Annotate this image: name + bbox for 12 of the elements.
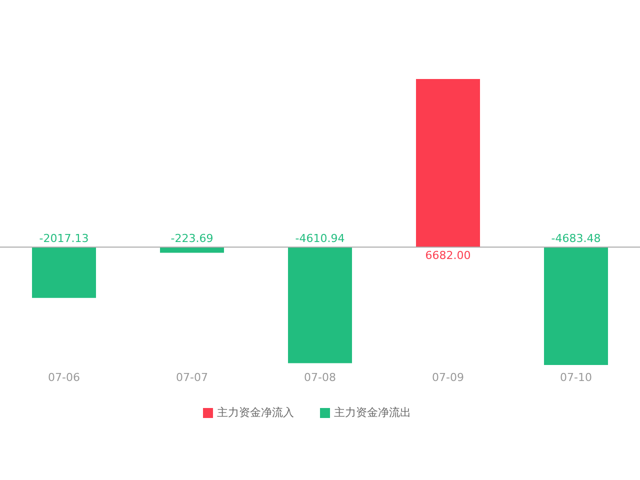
data-label: 6682.00 [425,249,471,262]
legend-label: 主力资金净流出 [334,406,411,419]
data-label: -223.69 [170,232,214,246]
data-label: -4683.48 [551,232,601,246]
x-tick-label: 07-08 [304,370,336,384]
x-tick-label: 07-10 [560,370,592,384]
data-label: -4610.94 [295,232,345,246]
x-tick-label: 07-06 [48,370,80,384]
legend-label: 主力资金净流入 [217,406,294,419]
x-tick-label: 07-09 [432,370,464,384]
x-tick-label: 07-07 [176,370,208,384]
data-label: -2017.13 [39,232,89,246]
